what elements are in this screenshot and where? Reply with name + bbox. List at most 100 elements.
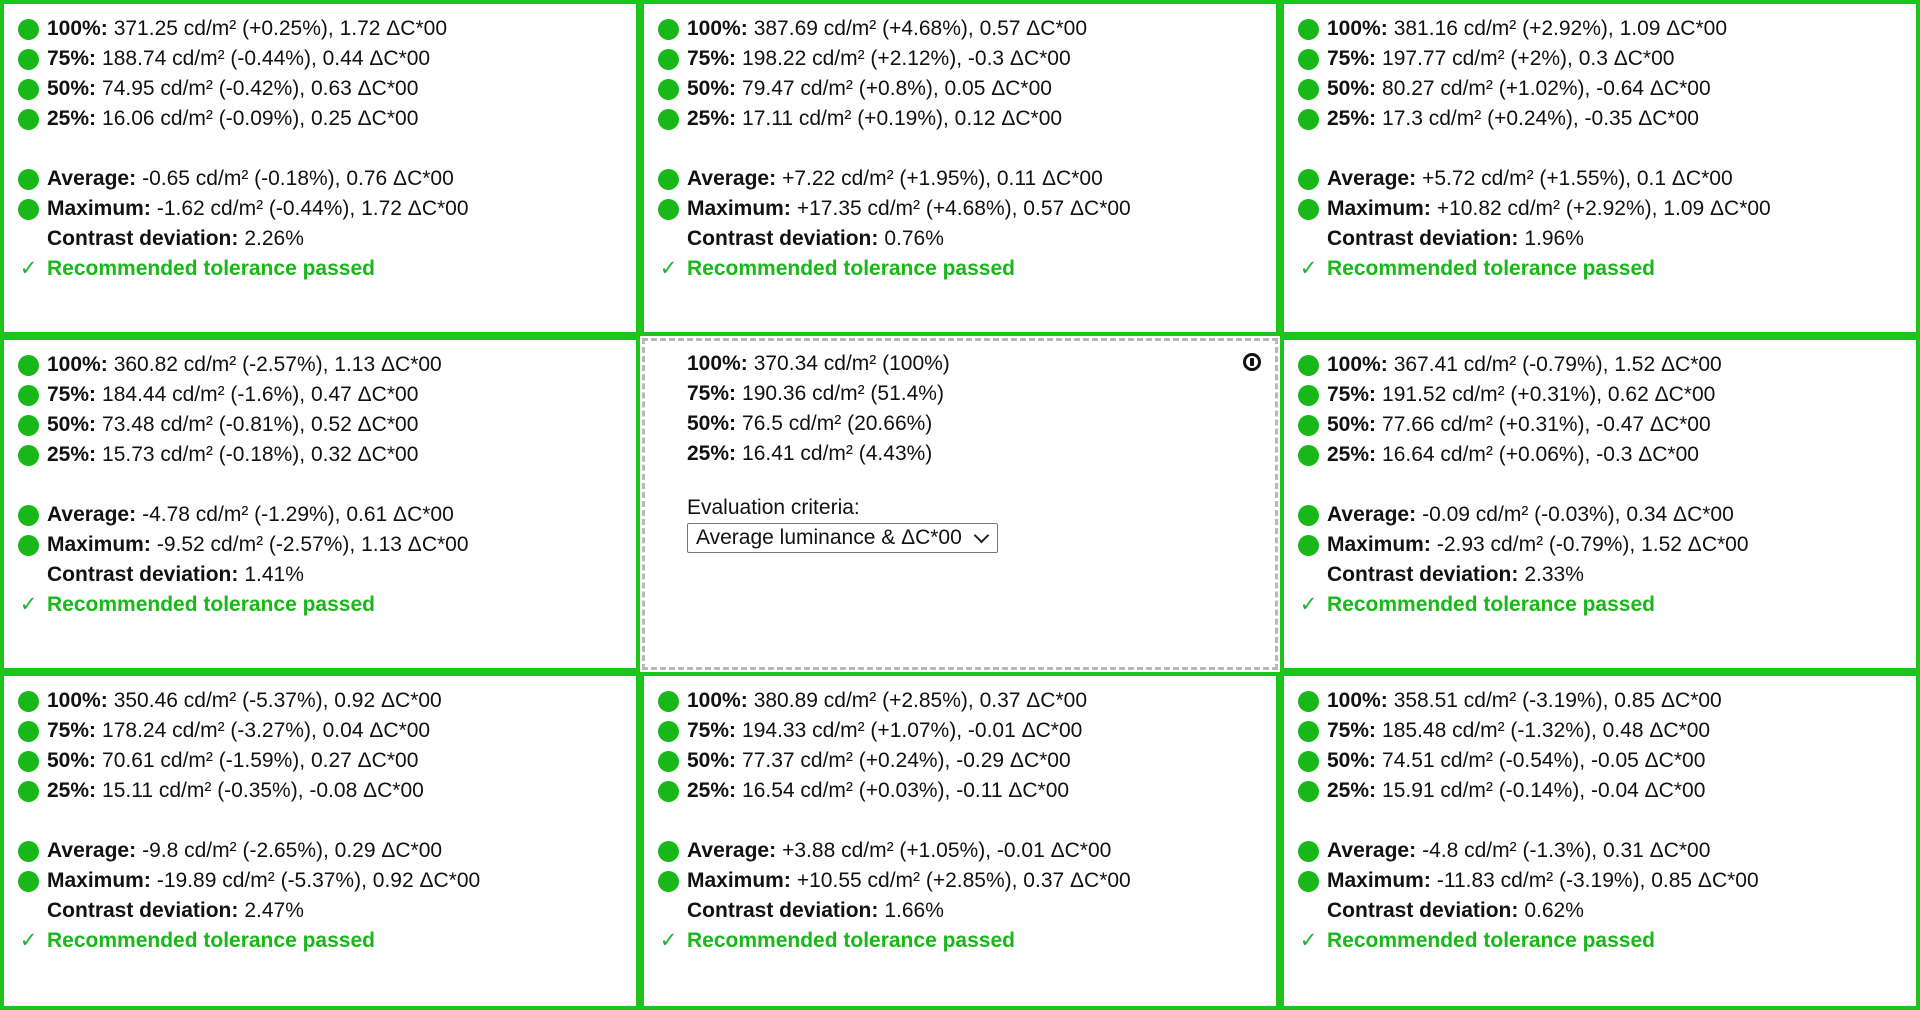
label-100: 100%: — [687, 352, 748, 375]
label-25: 25%: — [47, 443, 97, 466]
row-average: Average: -4.78 cd/m² (-1.29%), 0.61 ΔC*00 — [18, 500, 636, 530]
status-dot-icon — [658, 750, 679, 772]
row-75: 75%: 194.33 cd/m² (+1.07%), -0.01 ΔC*00 — [658, 716, 1276, 746]
status-dot-icon — [18, 750, 39, 772]
label-75: 75%: — [47, 719, 97, 742]
value-average: -0.09 cd/m² (-0.03%), 0.34 ΔC*00 — [1422, 503, 1734, 526]
label-contrast: Contrast deviation: — [47, 227, 239, 250]
value-contrast: 2.47% — [244, 899, 304, 922]
value-50: 79.47 cd/m² (+0.8%), 0.05 ΔC*00 — [742, 77, 1052, 100]
row-100: 100%: 367.41 cd/m² (-0.79%), 1.52 ΔC*00 — [1298, 350, 1916, 380]
label-maximum: Maximum: — [47, 533, 151, 556]
uniformity-cell-bottom-left: 100%: 350.46 cd/m² (-5.37%), 0.92 ΔC*00 7… — [0, 672, 640, 1010]
label-average: Average: — [47, 167, 137, 190]
value-100: 371.25 cd/m² (+0.25%), 1.72 ΔC*00 — [113, 17, 447, 40]
value-75: 198.22 cd/m² (+2.12%), -0.3 ΔC*00 — [742, 47, 1071, 70]
value-75: 184.44 cd/m² (-1.6%), 0.47 ΔC*00 — [102, 383, 419, 406]
status-dot-icon — [658, 48, 679, 70]
label-contrast: Contrast deviation: — [687, 227, 879, 250]
label-75: 75%: — [1327, 719, 1377, 742]
status-dot-icon — [658, 18, 679, 40]
checkmark-icon: ✓ — [659, 257, 678, 280]
label-75: 75%: — [1327, 383, 1377, 406]
row-maximum: Maximum: -11.83 cd/m² (-3.19%), 0.85 ΔC*0… — [1298, 866, 1916, 896]
value-100: 367.41 cd/m² (-0.79%), 1.52 ΔC*00 — [1393, 353, 1722, 376]
tolerance-status-text: Recommended tolerance passed — [47, 593, 375, 616]
chevron-down-icon — [973, 527, 990, 543]
label-75: 75%: — [687, 719, 737, 742]
value-maximum: +10.55 cd/m² (+2.85%), 0.37 ΔC*00 — [796, 869, 1131, 892]
row-contrast: Contrast deviation: 0.76% — [658, 224, 1276, 254]
status-dot-icon — [1298, 414, 1319, 436]
status-dot-icon — [658, 108, 679, 130]
label-maximum: Maximum: — [47, 197, 151, 220]
status-dot-icon — [658, 690, 679, 712]
status-dot-icon — [1298, 444, 1319, 466]
value-50: 73.48 cd/m² (-0.81%), 0.52 ΔC*00 — [102, 413, 419, 436]
value-25: 17.3 cd/m² (+0.24%), -0.35 ΔC*00 — [1382, 107, 1699, 130]
status-dot-icon — [18, 690, 39, 712]
row-75: 75%: 197.77 cd/m² (+2%), 0.3 ΔC*00 — [1298, 44, 1916, 74]
value-average: +3.88 cd/m² (+1.05%), -0.01 ΔC*00 — [782, 839, 1112, 862]
row-maximum: Maximum: +17.35 cd/m² (+4.68%), 0.57 ΔC*0… — [658, 194, 1276, 224]
row-50: 50%: 70.61 cd/m² (-1.59%), 0.27 ΔC*00 — [18, 746, 636, 776]
value-75: 188.74 cd/m² (-0.44%), 0.44 ΔC*00 — [102, 47, 431, 70]
tolerance-status-text: Recommended tolerance passed — [47, 257, 375, 280]
tolerance-status: ✓ Recommended tolerance passed — [1298, 926, 1916, 956]
row-average: Average: -9.8 cd/m² (-2.65%), 0.29 ΔC*00 — [18, 836, 636, 866]
label-average: Average: — [1327, 167, 1417, 190]
label-maximum: Maximum: — [687, 869, 791, 892]
row-25: 25%: 15.11 cd/m² (-0.35%), -0.08 ΔC*00 — [18, 776, 636, 806]
value-maximum: -11.83 cd/m² (-3.19%), 0.85 ΔC*00 — [1436, 869, 1759, 892]
value-contrast: 1.96% — [1524, 227, 1584, 250]
row-maximum: Maximum: +10.55 cd/m² (+2.85%), 0.37 ΔC*0… — [658, 866, 1276, 896]
tolerance-status: ✓ Recommended tolerance passed — [18, 254, 636, 284]
row-maximum: Maximum: +10.82 cd/m² (+2.92%), 1.09 ΔC*0… — [1298, 194, 1916, 224]
label-25: 25%: — [1327, 443, 1377, 466]
label-50: 50%: — [687, 412, 737, 435]
row-100: 100%: 380.89 cd/m² (+2.85%), 0.37 ΔC*00 — [658, 686, 1276, 716]
checkmark-icon: ✓ — [19, 257, 38, 280]
tolerance-status: ✓ Recommended tolerance passed — [1298, 590, 1916, 620]
row-100: 100%: 387.69 cd/m² (+4.68%), 0.57 ΔC*00 — [658, 14, 1276, 44]
row-25: 25%: 16.54 cd/m² (+0.03%), -0.11 ΔC*00 — [658, 776, 1276, 806]
label-maximum: Maximum: — [1327, 197, 1431, 220]
status-dot-icon — [1298, 504, 1319, 526]
evaluation-criteria-value: Average luminance & ΔC*00 — [696, 526, 962, 549]
status-dot-icon — [1298, 534, 1319, 556]
label-contrast: Contrast deviation: — [1327, 563, 1519, 586]
row-50: 50%: 73.48 cd/m² (-0.81%), 0.52 ΔC*00 — [18, 410, 636, 440]
info-icon[interactable] — [1243, 353, 1261, 371]
reference-row-50: 50%: 76.5 cd/m² (20.66%) — [687, 409, 1275, 439]
label-maximum: Maximum: — [1327, 869, 1431, 892]
label-contrast: Contrast deviation: — [1327, 899, 1519, 922]
value-100: 350.46 cd/m² (-5.37%), 0.92 ΔC*00 — [113, 689, 442, 712]
value-average: -9.8 cd/m² (-2.65%), 0.29 ΔC*00 — [142, 839, 443, 862]
value-25: 15.11 cd/m² (-0.35%), -0.08 ΔC*00 — [102, 779, 424, 802]
value-25: 16.06 cd/m² (-0.09%), 0.25 ΔC*00 — [102, 107, 419, 130]
row-maximum: Maximum: -9.52 cd/m² (-2.57%), 1.13 ΔC*00 — [18, 530, 636, 560]
status-dot-icon — [18, 78, 39, 100]
status-dot-icon — [1298, 720, 1319, 742]
value-25: 16.64 cd/m² (+0.06%), -0.3 ΔC*00 — [1382, 443, 1699, 466]
uniformity-cell-bottom-right: 100%: 358.51 cd/m² (-3.19%), 0.85 ΔC*00 7… — [1280, 672, 1920, 1010]
label-25: 25%: — [47, 779, 97, 802]
reference-row-75: 75%: 190.36 cd/m² (51.4%) — [687, 379, 1275, 409]
status-dot-icon — [18, 870, 39, 892]
row-50: 50%: 80.27 cd/m² (+1.02%), -0.64 ΔC*00 — [1298, 74, 1916, 104]
status-dot-icon — [1298, 78, 1319, 100]
reference-value-25: 16.41 cd/m² (4.43%) — [742, 442, 933, 465]
row-average: Average: -0.65 cd/m² (-0.18%), 0.76 ΔC*00 — [18, 164, 636, 194]
row-50: 50%: 74.51 cd/m² (-0.54%), -0.05 ΔC*00 — [1298, 746, 1916, 776]
status-dot-icon — [658, 840, 679, 862]
row-25: 25%: 15.91 cd/m² (-0.14%), -0.04 ΔC*00 — [1298, 776, 1916, 806]
row-75: 75%: 184.44 cd/m² (-1.6%), 0.47 ΔC*00 — [18, 380, 636, 410]
value-50: 80.27 cd/m² (+1.02%), -0.64 ΔC*00 — [1382, 77, 1711, 100]
tolerance-status-text: Recommended tolerance passed — [687, 929, 1015, 952]
row-50: 50%: 77.66 cd/m² (+0.31%), -0.47 ΔC*00 — [1298, 410, 1916, 440]
label-100: 100%: — [1327, 17, 1388, 40]
tolerance-status-text: Recommended tolerance passed — [1327, 929, 1655, 952]
row-maximum: Maximum: -19.89 cd/m² (-5.37%), 0.92 ΔC*0… — [18, 866, 636, 896]
label-25: 25%: — [47, 107, 97, 130]
evaluation-criteria-select[interactable]: Average luminance & ΔC*00 — [687, 523, 998, 553]
